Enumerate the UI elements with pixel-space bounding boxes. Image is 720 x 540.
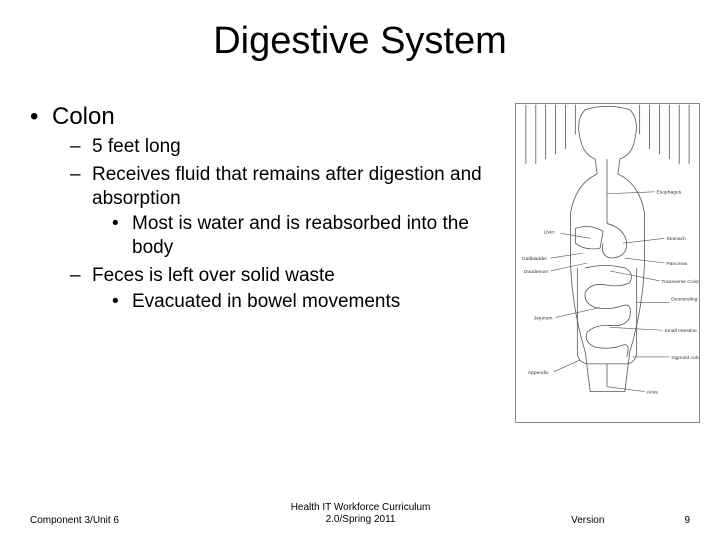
bullet-lvl2: Feces is left over solid waste Evacuated… xyxy=(52,264,505,314)
footer-left: Component 3/Unit 6 xyxy=(30,515,150,526)
bullet-text: Colon xyxy=(52,103,115,130)
label-appendix: Appendix xyxy=(528,370,549,376)
footer-center: Health IT Workforce Curriculum 2.0/Sprin… xyxy=(150,502,571,526)
bullet-lvl3: Most is water and is reabsorbed into the… xyxy=(92,212,505,260)
slide-footer: Component 3/Unit 6 Health IT Workforce C… xyxy=(0,502,720,526)
bullet-text: Receives fluid that remains after digest… xyxy=(92,164,482,209)
label-small: Small Intestine xyxy=(664,328,697,334)
bullet-text: Feces is left over solid waste xyxy=(92,265,335,286)
label-anus: Anus xyxy=(647,390,659,396)
anatomy-svg: Esophagus Liver Stomach Gallbladder Duod… xyxy=(516,104,699,422)
slide-title: Digestive System xyxy=(0,0,720,73)
footer-center-line2: 2.0/Spring 2011 xyxy=(150,514,571,526)
bullet-lvl3: Evacuated in bowel movements xyxy=(92,290,505,314)
label-esophagus: Esophagus xyxy=(656,190,681,196)
label-pancreas: Pancreas xyxy=(666,261,687,267)
bullet-lvl2: Receives fluid that remains after digest… xyxy=(52,163,505,260)
label-transverse: Transverse Colon xyxy=(661,279,699,285)
label-stomach: Stomach xyxy=(666,236,686,242)
label-descending: Descending colon xyxy=(671,297,699,303)
bullet-text: Colon 5 feet long Receives fluid that re… xyxy=(30,103,515,423)
label-gallbladder: Gallbladder xyxy=(522,256,548,262)
label-duodenum: Duodenum xyxy=(524,269,548,275)
label-jejunum: Jejunum xyxy=(534,315,553,321)
label-sigmoid: Sigmoid colon xyxy=(671,355,699,361)
bullet-lvl2: 5 feet long xyxy=(52,135,505,159)
content-area: Colon 5 feet long Receives fluid that re… xyxy=(0,73,720,423)
bullet-lvl1: Colon 5 feet long Receives fluid that re… xyxy=(30,103,505,313)
footer-center-line1: Health IT Workforce Curriculum xyxy=(150,502,571,514)
footer-version: Version xyxy=(571,515,604,526)
label-liver: Liver xyxy=(544,229,555,235)
digestive-diagram: Esophagus Liver Stomach Gallbladder Duod… xyxy=(515,103,700,423)
page-number: 9 xyxy=(684,515,690,526)
